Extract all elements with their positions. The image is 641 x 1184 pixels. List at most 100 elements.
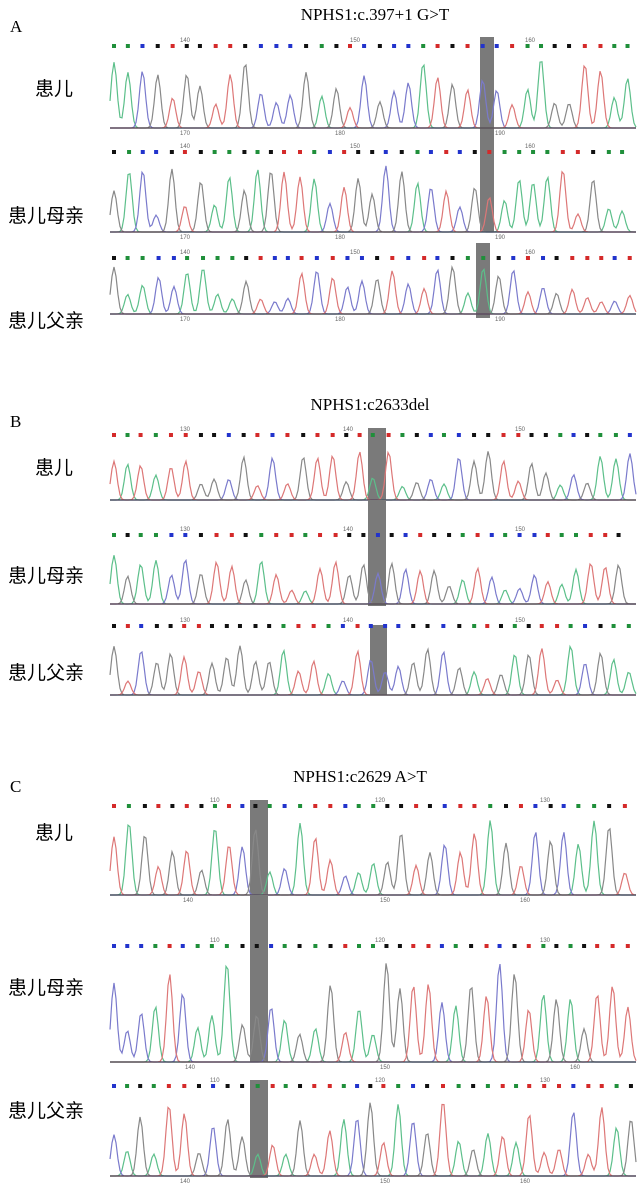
base-dot — [513, 624, 517, 628]
position-number: 140 — [180, 250, 191, 256]
base-dot — [628, 256, 632, 260]
base-dot — [422, 256, 426, 260]
base-dot — [267, 624, 271, 628]
position-number: 140 — [343, 527, 354, 533]
position-number: 140 — [180, 144, 191, 150]
base-dot — [549, 804, 553, 808]
base-dot — [457, 433, 461, 437]
base-dot — [426, 624, 430, 628]
base-dot — [503, 150, 507, 154]
base-dot — [595, 944, 599, 948]
base-dot — [370, 150, 374, 154]
base-dot — [546, 533, 550, 537]
base-dot — [253, 624, 257, 628]
panel-title: NPHS1:c.397+1 G>T — [301, 5, 450, 24]
base-dot — [450, 44, 454, 48]
base-dot — [112, 1084, 116, 1088]
trace — [110, 172, 636, 232]
sample-label: 患儿母亲 — [8, 977, 84, 999]
base-dot — [210, 624, 214, 628]
base-dot — [362, 44, 366, 48]
base-dot — [623, 804, 627, 808]
panel-letter: A — [10, 17, 23, 36]
base-dot — [527, 944, 531, 948]
base-dot — [303, 533, 307, 537]
base-dot — [225, 944, 229, 948]
base-dot — [369, 624, 373, 628]
trace — [110, 65, 636, 128]
base-dot — [315, 256, 319, 260]
base-dot — [472, 624, 476, 628]
base-dot — [312, 150, 316, 154]
base-dot — [539, 44, 543, 48]
position-number: 160 — [525, 38, 536, 44]
base-dot — [611, 944, 615, 948]
base-dot — [283, 944, 287, 948]
base-dot — [126, 624, 130, 628]
base-dot — [371, 944, 375, 948]
base-dot — [216, 256, 220, 260]
base-dot — [215, 533, 219, 537]
highlight-bar — [476, 243, 490, 318]
position-number: 190 — [495, 131, 506, 137]
base-dot — [514, 1084, 518, 1088]
base-dot — [517, 150, 521, 154]
position-number: 150 — [515, 618, 526, 624]
position-number: 140 — [343, 427, 354, 433]
base-dot — [196, 944, 200, 948]
base-dot — [501, 1084, 505, 1088]
base-dot — [436, 44, 440, 48]
base-dot — [154, 533, 158, 537]
figure: ANPHS1:c.397+1 G>T患儿140150160170180190患儿… — [0, 0, 641, 1184]
base-dot — [167, 1084, 171, 1088]
base-dot — [226, 1084, 230, 1088]
base-dot — [181, 944, 185, 948]
base-dot — [298, 804, 302, 808]
base-dot — [169, 533, 173, 537]
base-dot — [198, 44, 202, 48]
base-dot — [256, 1084, 260, 1088]
base-dot — [243, 44, 247, 48]
base-dot — [481, 256, 485, 260]
base-dot — [281, 624, 285, 628]
base-dot — [416, 150, 420, 154]
base-dot — [469, 944, 473, 948]
base-dot — [612, 624, 616, 628]
base-dot — [390, 533, 394, 537]
position-number: 110 — [210, 1078, 220, 1084]
base-dot — [172, 256, 176, 260]
position-number: 150 — [380, 1179, 391, 1184]
trace — [110, 270, 636, 315]
base-dot — [271, 1084, 275, 1088]
base-dot — [358, 433, 362, 437]
position-number: 140 — [185, 1065, 196, 1071]
position-number: 190 — [495, 235, 506, 241]
base-dot — [447, 533, 451, 537]
base-dot — [140, 44, 144, 48]
base-dot — [341, 624, 345, 628]
base-dot — [421, 44, 425, 48]
highlight-bar — [250, 1080, 268, 1178]
base-dot — [426, 944, 430, 948]
base-dot — [328, 804, 332, 808]
base-dot — [457, 624, 461, 628]
base-dot — [183, 150, 187, 154]
base-dot — [242, 433, 246, 437]
trace — [110, 1105, 636, 1177]
base-dot — [227, 804, 231, 808]
sample-label: 患儿父亲 — [8, 310, 84, 332]
base-dot — [571, 1084, 575, 1088]
base-dot — [112, 433, 116, 437]
base-dot — [199, 150, 203, 154]
base-dot — [429, 150, 433, 154]
base-dot — [241, 944, 245, 948]
base-dot — [613, 256, 617, 260]
base-dot — [612, 44, 616, 48]
base-dot — [519, 804, 523, 808]
base-dot — [185, 256, 189, 260]
base-dot — [357, 804, 361, 808]
base-dot — [157, 256, 161, 260]
base-dot — [368, 1084, 372, 1088]
base-dot — [585, 256, 589, 260]
position-number: 130 — [180, 618, 191, 624]
